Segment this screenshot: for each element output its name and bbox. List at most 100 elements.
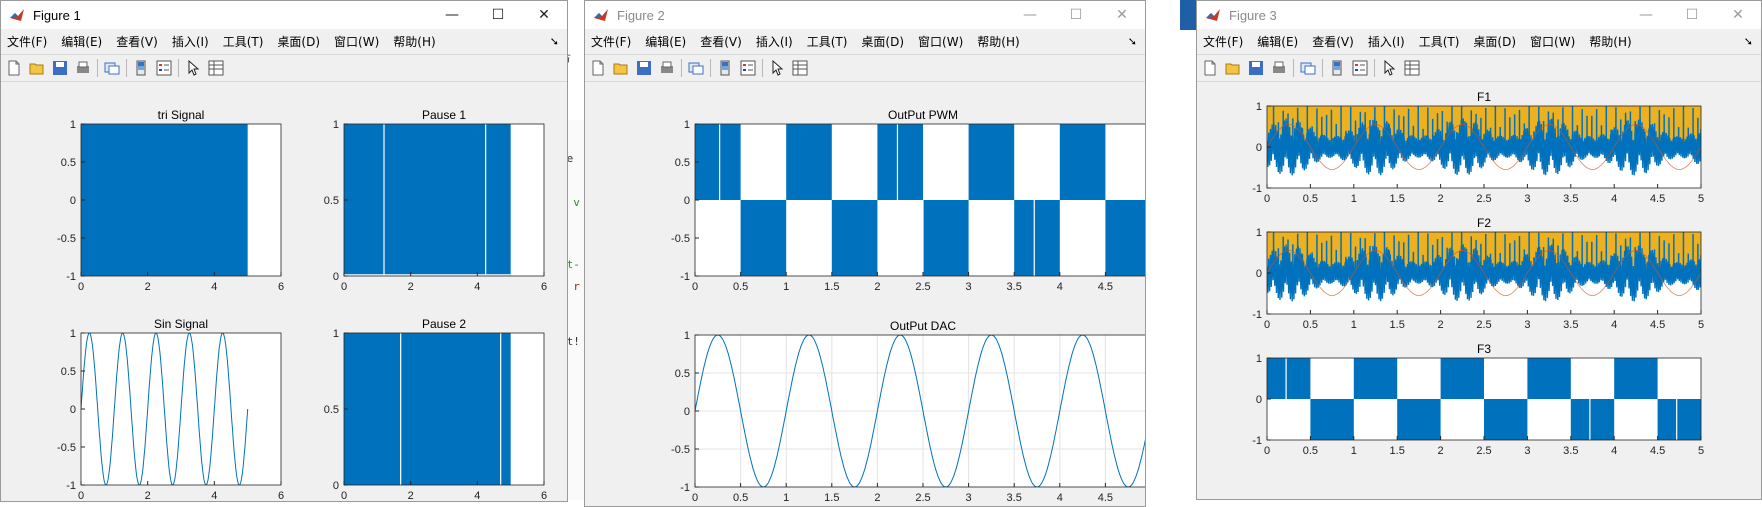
x-tick-label: 3.5 xyxy=(1563,193,1578,205)
plot-content xyxy=(81,333,249,485)
axes-title: Sin Signal xyxy=(154,317,208,331)
menu-window[interactable]: 窗口(W) xyxy=(918,34,964,49)
x-tick-label: 0.5 xyxy=(1303,319,1318,331)
y-tick-label: -0.5 xyxy=(671,444,690,456)
plot-content xyxy=(344,333,511,485)
series-line xyxy=(1267,249,1701,297)
y-tick-label: -0.5 xyxy=(671,233,690,245)
menu-edit[interactable]: 编辑(E) xyxy=(1257,34,1299,49)
x-tick-label: 3.5 xyxy=(1563,319,1578,331)
pointer-icon[interactable] xyxy=(768,59,786,77)
x-tick-label: 6 xyxy=(278,490,284,502)
close-button[interactable]: ✕ xyxy=(1732,7,1744,23)
menu-view[interactable]: 查看(V) xyxy=(116,34,158,49)
open-file-icon[interactable] xyxy=(612,59,630,77)
link-plot-icon[interactable] xyxy=(1299,59,1317,77)
close-button[interactable]: ✕ xyxy=(1116,7,1128,23)
save-icon[interactable] xyxy=(635,59,653,77)
new-figure-icon[interactable] xyxy=(5,59,23,77)
property-inspector-icon[interactable] xyxy=(1403,59,1421,77)
x-tick-label: 5 xyxy=(1698,319,1704,331)
plot-content xyxy=(1267,358,1701,440)
menu-window[interactable]: 窗口(W) xyxy=(334,34,380,49)
print-icon[interactable] xyxy=(1270,59,1288,77)
property-inspector-icon[interactable] xyxy=(791,59,809,77)
titlebar[interactable]: Figure 2 — ☐ ✕ xyxy=(585,1,1145,29)
y-tick-label: 1 xyxy=(684,119,690,131)
titlebar[interactable]: Figure 3 — ☐ ✕ xyxy=(1197,1,1761,29)
close-button[interactable]: ✕ xyxy=(538,7,550,23)
menu-insert[interactable]: 插入(I) xyxy=(755,34,793,49)
menu-tools[interactable]: 工具(T) xyxy=(222,34,264,49)
y-tick-label: 1 xyxy=(70,328,76,340)
menu-overflow-icon[interactable]: ➘ xyxy=(549,35,559,48)
minimize-button[interactable]: — xyxy=(1023,7,1037,23)
toolbar-separator xyxy=(762,59,763,77)
x-tick-label: 4 xyxy=(1611,319,1617,331)
menu-bar: 文件(F) 编辑(E) 查看(V) 插入(I) 工具(T) 桌面(D) 窗口(W… xyxy=(1,29,567,53)
colorbar-icon[interactable] xyxy=(1328,59,1346,77)
menu-help[interactable]: 帮助(H) xyxy=(393,34,436,49)
figure-2-window[interactable]: Figure 2 — ☐ ✕ 文件(F) 编辑(E) 查看(V) 插入(I) 工… xyxy=(584,0,1146,507)
y-tick-label: 0 xyxy=(1256,394,1262,406)
menu-insert[interactable]: 插入(I) xyxy=(171,34,209,49)
toolbar-separator xyxy=(710,59,711,77)
menu-edit[interactable]: 编辑(E) xyxy=(61,34,103,49)
menu-file[interactable]: 文件(F) xyxy=(591,34,632,49)
x-tick-label: 3 xyxy=(966,281,972,293)
titlebar[interactable]: Figure 1 — ☐ ✕ xyxy=(1,1,567,29)
y-tick-label: -0.5 xyxy=(57,233,76,245)
maximize-button[interactable]: ☐ xyxy=(1685,7,1699,23)
menu-desktop[interactable]: 桌面(D) xyxy=(861,34,905,49)
pointer-icon[interactable] xyxy=(184,59,202,77)
menu-overflow-icon[interactable]: ➘ xyxy=(1743,35,1753,48)
menu-help[interactable]: 帮助(H) xyxy=(1589,34,1632,49)
axes-title: F3 xyxy=(1477,342,1491,356)
menu-edit[interactable]: 编辑(E) xyxy=(645,34,687,49)
link-plot-icon[interactable] xyxy=(687,59,705,77)
menu-desktop[interactable]: 桌面(D) xyxy=(1473,34,1517,49)
print-icon[interactable] xyxy=(74,59,92,77)
link-plot-icon[interactable] xyxy=(103,59,121,77)
series-line xyxy=(1267,118,1701,176)
maximize-button[interactable]: ☐ xyxy=(491,7,505,23)
x-tick-label: 1.5 xyxy=(1390,445,1405,457)
figure-1-window[interactable]: Figure 1 — ☐ ✕ 文件(F) 编辑(E) 查看(V) 插入(I) 工… xyxy=(0,0,568,502)
save-icon[interactable] xyxy=(1247,59,1265,77)
legend-icon[interactable] xyxy=(155,59,173,77)
new-figure-icon[interactable] xyxy=(1201,59,1219,77)
menu-view[interactable]: 查看(V) xyxy=(700,34,742,49)
property-inspector-icon[interactable] xyxy=(207,59,225,77)
x-tick-label: 0 xyxy=(692,492,698,504)
menu-help[interactable]: 帮助(H) xyxy=(977,34,1020,49)
figure-canvas: 0 0.5 1 1.5 2 2.5 3 3.5 4 4.5 5 -1 0 1 F1 0 0.5 1 1.5 2 2.5 3… xyxy=(1197,82,1761,499)
x-tick-label: 1 xyxy=(783,281,789,293)
maximize-button[interactable]: ☐ xyxy=(1069,7,1083,23)
menu-tools[interactable]: 工具(T) xyxy=(806,34,848,49)
minimize-button[interactable]: — xyxy=(1639,7,1653,23)
menu-window[interactable]: 窗口(W) xyxy=(1530,34,1576,49)
legend-icon[interactable] xyxy=(739,59,757,77)
x-tick-label: 2 xyxy=(1438,319,1444,331)
legend-icon[interactable] xyxy=(1351,59,1369,77)
figure-3-window[interactable]: Figure 3 — ☐ ✕ 文件(F) 编辑(E) 查看(V) 插入(I) 工… xyxy=(1196,0,1762,500)
menu-insert[interactable]: 插入(I) xyxy=(1367,34,1405,49)
open-file-icon[interactable] xyxy=(28,59,46,77)
new-figure-icon[interactable] xyxy=(589,59,607,77)
pointer-icon[interactable] xyxy=(1380,59,1398,77)
minimize-button[interactable]: — xyxy=(445,7,459,23)
colorbar-icon[interactable] xyxy=(716,59,734,77)
menu-overflow-icon[interactable]: ➘ xyxy=(1127,35,1137,48)
menu-file[interactable]: 文件(F) xyxy=(7,34,48,49)
print-icon[interactable] xyxy=(658,59,676,77)
x-tick-label: 4 xyxy=(1057,281,1063,293)
open-file-icon[interactable] xyxy=(1224,59,1242,77)
colorbar-icon[interactable] xyxy=(132,59,150,77)
menu-file[interactable]: 文件(F) xyxy=(1203,34,1244,49)
menu-tools[interactable]: 工具(T) xyxy=(1418,34,1460,49)
menu-desktop[interactable]: 桌面(D) xyxy=(277,34,321,49)
menu-view[interactable]: 查看(V) xyxy=(1312,34,1354,49)
save-icon[interactable] xyxy=(51,59,69,77)
